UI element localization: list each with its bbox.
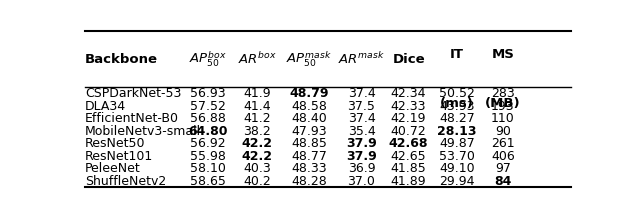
Text: 37.4: 37.4 <box>348 112 375 125</box>
Text: ResNet50: ResNet50 <box>85 137 145 150</box>
Text: 42.33: 42.33 <box>391 100 426 113</box>
Text: 48.79: 48.79 <box>290 87 329 100</box>
Text: 48.27: 48.27 <box>439 112 475 125</box>
Text: 57.52: 57.52 <box>190 100 226 113</box>
Text: 84: 84 <box>494 175 511 187</box>
Text: $AP_{50}^{mask}$: $AP_{50}^{mask}$ <box>287 49 332 69</box>
Text: 37.5: 37.5 <box>348 100 376 113</box>
Text: 48.28: 48.28 <box>292 175 327 187</box>
Text: 110: 110 <box>491 112 515 125</box>
Text: Dice: Dice <box>392 53 425 66</box>
Text: 406: 406 <box>491 149 515 163</box>
Text: 35.4: 35.4 <box>348 125 375 138</box>
Text: 37.9: 37.9 <box>346 137 377 150</box>
Text: 41.85: 41.85 <box>391 162 426 175</box>
Text: ResNet101: ResNet101 <box>85 149 153 163</box>
Text: 50.52: 50.52 <box>439 87 475 100</box>
Text: 42.68: 42.68 <box>389 137 428 150</box>
Text: 64.80: 64.80 <box>188 125 227 138</box>
Text: 56.88: 56.88 <box>190 112 226 125</box>
Text: 38.2: 38.2 <box>243 125 271 138</box>
Text: IT: IT <box>450 48 464 60</box>
Text: 28.13: 28.13 <box>437 125 477 138</box>
Text: 193: 193 <box>491 100 515 113</box>
Text: 42.19: 42.19 <box>391 112 426 125</box>
Text: 48.58: 48.58 <box>291 100 327 113</box>
Text: (ms): (ms) <box>440 97 474 110</box>
Text: 48.40: 48.40 <box>292 112 327 125</box>
Text: $AR^{mask}$: $AR^{mask}$ <box>338 51 385 67</box>
Text: 47.93: 47.93 <box>292 125 327 138</box>
Text: 37.9: 37.9 <box>346 149 377 163</box>
Text: 48.85: 48.85 <box>291 137 327 150</box>
Text: 283: 283 <box>491 87 515 100</box>
Text: 49.10: 49.10 <box>439 162 475 175</box>
Text: 36.9: 36.9 <box>348 162 375 175</box>
Text: 55.98: 55.98 <box>190 149 226 163</box>
Text: 97: 97 <box>495 162 511 175</box>
Text: 56.92: 56.92 <box>190 137 225 150</box>
Text: $AP_{50}^{box}$: $AP_{50}^{box}$ <box>189 49 227 69</box>
Text: 49.87: 49.87 <box>439 137 475 150</box>
Text: CSPDarkNet-53: CSPDarkNet-53 <box>85 87 181 100</box>
Text: 40.2: 40.2 <box>243 175 271 187</box>
Text: 42.65: 42.65 <box>391 149 426 163</box>
Text: MobileNetv3-small: MobileNetv3-small <box>85 125 201 138</box>
Text: 41.4: 41.4 <box>243 100 271 113</box>
Text: 53.70: 53.70 <box>439 149 475 163</box>
Text: 58.10: 58.10 <box>190 162 226 175</box>
Text: 37.0: 37.0 <box>348 175 376 187</box>
Text: 41.9: 41.9 <box>243 87 271 100</box>
Text: 40.3: 40.3 <box>243 162 271 175</box>
Text: 41.89: 41.89 <box>391 175 426 187</box>
Text: $AR^{box}$: $AR^{box}$ <box>238 51 276 67</box>
Text: 48.33: 48.33 <box>292 162 327 175</box>
Text: 43.93: 43.93 <box>439 100 475 113</box>
Text: 42.2: 42.2 <box>242 137 273 150</box>
Text: 37.4: 37.4 <box>348 87 375 100</box>
Text: 41.2: 41.2 <box>243 112 271 125</box>
Text: PeleeNet: PeleeNet <box>85 162 141 175</box>
Text: 56.93: 56.93 <box>190 87 225 100</box>
Text: (MB): (MB) <box>485 97 521 110</box>
Text: 48.77: 48.77 <box>291 149 327 163</box>
Text: DLA34: DLA34 <box>85 100 126 113</box>
Text: EfficientNet-B0: EfficientNet-B0 <box>85 112 179 125</box>
Text: 58.65: 58.65 <box>190 175 226 187</box>
Text: 42.34: 42.34 <box>391 87 426 100</box>
Text: 261: 261 <box>491 137 515 150</box>
Text: MS: MS <box>492 48 515 60</box>
Text: 29.94: 29.94 <box>439 175 475 187</box>
Text: 40.72: 40.72 <box>391 125 426 138</box>
Text: ShuffleNetv2: ShuffleNetv2 <box>85 175 166 187</box>
Text: 90: 90 <box>495 125 511 138</box>
Text: Backbone: Backbone <box>85 53 158 66</box>
Text: 42.2: 42.2 <box>242 149 273 163</box>
